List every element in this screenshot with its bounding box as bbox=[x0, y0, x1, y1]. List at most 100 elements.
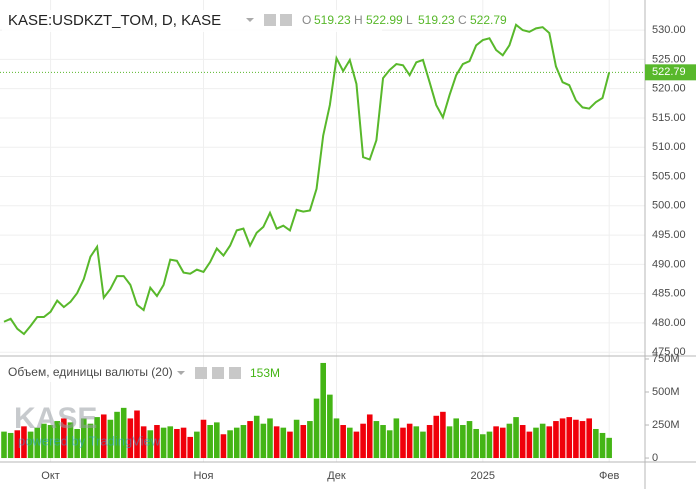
volume-bar bbox=[267, 418, 273, 459]
x-tick-label: Фев bbox=[599, 470, 619, 482]
y-tick-label: 530.00 bbox=[652, 24, 686, 36]
volume-bar bbox=[599, 432, 606, 459]
volume-bar bbox=[347, 427, 353, 459]
y-tick-label: 750M bbox=[652, 353, 680, 365]
volume-bar bbox=[373, 421, 380, 459]
dropdown-icon[interactable] bbox=[246, 18, 254, 22]
volume-bar bbox=[140, 426, 147, 459]
volume-bar bbox=[593, 428, 599, 459]
volume-bar bbox=[453, 418, 459, 459]
dropdown-icon[interactable] bbox=[177, 371, 185, 375]
volume-bar bbox=[41, 423, 47, 459]
ohlc-value: 519.23 bbox=[314, 13, 351, 27]
volume-bar bbox=[227, 430, 233, 459]
volume-bar bbox=[480, 434, 486, 459]
volume-bar bbox=[460, 425, 466, 459]
volume-bar bbox=[366, 414, 373, 459]
volume-bar bbox=[539, 423, 546, 459]
y-tick-label: 475.00 bbox=[652, 346, 686, 358]
close-icon[interactable] bbox=[229, 367, 241, 379]
volume-bar bbox=[147, 430, 154, 459]
volume-bar bbox=[473, 428, 479, 459]
y-tick-label: 500M bbox=[652, 386, 680, 398]
volume-bar bbox=[413, 426, 420, 459]
volume-bar bbox=[67, 422, 74, 459]
volume-bar bbox=[466, 421, 473, 459]
y-tick-label: 485.00 bbox=[652, 288, 686, 300]
volume-bar bbox=[446, 426, 453, 459]
volume-bar bbox=[273, 426, 280, 459]
volume-bar bbox=[7, 432, 14, 459]
volume-bar bbox=[386, 430, 393, 459]
volume-bar bbox=[214, 422, 220, 459]
volume-bar bbox=[566, 417, 573, 459]
symbol-title: KASE:USDKZT_TOM, D, KASE bbox=[8, 12, 221, 29]
price-pane bbox=[0, 23, 645, 336]
volume-bar bbox=[114, 411, 120, 459]
volume-bar bbox=[586, 418, 592, 459]
volume-bar bbox=[47, 425, 54, 459]
x-tick-label: Ноя bbox=[193, 470, 213, 482]
volume-bar bbox=[1, 431, 7, 459]
ohlc-key: L bbox=[406, 13, 413, 27]
volume-bar bbox=[553, 421, 559, 459]
volume-bar bbox=[207, 425, 213, 459]
eye-icon[interactable] bbox=[264, 14, 276, 26]
volume-bar bbox=[220, 434, 227, 459]
x-tick-label: Окт bbox=[41, 470, 60, 482]
ohlc-key: H bbox=[354, 13, 363, 27]
volume-bar bbox=[180, 427, 187, 459]
volume-bar bbox=[247, 421, 253, 459]
volume-bar bbox=[307, 421, 313, 459]
volume-bar bbox=[327, 394, 333, 459]
volume-bar bbox=[94, 417, 100, 459]
volume-bar bbox=[287, 431, 293, 459]
volume-bar bbox=[440, 411, 446, 459]
volume-bar bbox=[526, 431, 533, 459]
volume-bar bbox=[420, 431, 426, 459]
volume-pane bbox=[1, 362, 612, 459]
y-tick-label: 505.00 bbox=[652, 170, 686, 182]
volume-bar bbox=[313, 398, 320, 459]
volume-bar bbox=[21, 426, 27, 459]
last-price-box bbox=[645, 64, 696, 81]
settings-icon[interactable] bbox=[212, 367, 224, 379]
volume-bar bbox=[546, 426, 553, 459]
volume-bar bbox=[233, 427, 240, 459]
volume-bar bbox=[333, 418, 340, 459]
watermark: KASE powered by TradingView bbox=[14, 402, 161, 449]
volume-bar bbox=[400, 427, 406, 459]
volume-bar bbox=[406, 423, 413, 459]
volume-bar bbox=[134, 410, 140, 459]
volume-bar bbox=[107, 419, 114, 459]
settings-icon[interactable] bbox=[280, 14, 292, 26]
ohlc-key: C bbox=[458, 13, 467, 27]
volume-bar bbox=[87, 423, 94, 459]
volume-bar bbox=[54, 421, 60, 459]
legend: KASE:USDKZT_TOM, D, KASE O 519.23 H 522.99 L… bbox=[2, 10, 507, 382]
volume-bar bbox=[493, 426, 499, 459]
ohlc-value: 519.23 bbox=[418, 13, 455, 27]
volume-bar bbox=[240, 425, 247, 459]
volume-bar bbox=[533, 427, 539, 459]
eye-icon[interactable] bbox=[195, 367, 207, 379]
volume-bar bbox=[320, 362, 326, 459]
volume-bar bbox=[513, 417, 519, 459]
watermark-text: powered by TradingView bbox=[18, 433, 161, 448]
volume-bar bbox=[200, 419, 207, 459]
volume-current: 153M bbox=[250, 366, 280, 380]
volume-bar bbox=[519, 425, 526, 459]
volume-bar bbox=[559, 418, 566, 459]
last-price-label: 522.79 bbox=[652, 66, 686, 78]
volume-bar bbox=[486, 431, 493, 459]
vol-legend-bg bbox=[4, 364, 194, 382]
ohlc: O 519.23 H 522.99 L 519.23 C 522.79 bbox=[302, 13, 507, 27]
y-tick-label: 515.00 bbox=[652, 112, 686, 124]
y-tick-label: 0 bbox=[652, 452, 658, 464]
volume-bar bbox=[506, 423, 513, 459]
volume-bar bbox=[353, 431, 360, 459]
volume-title: Объем, единицы валюты (20) bbox=[8, 365, 173, 379]
x-tick-label: 2025 bbox=[471, 470, 495, 482]
